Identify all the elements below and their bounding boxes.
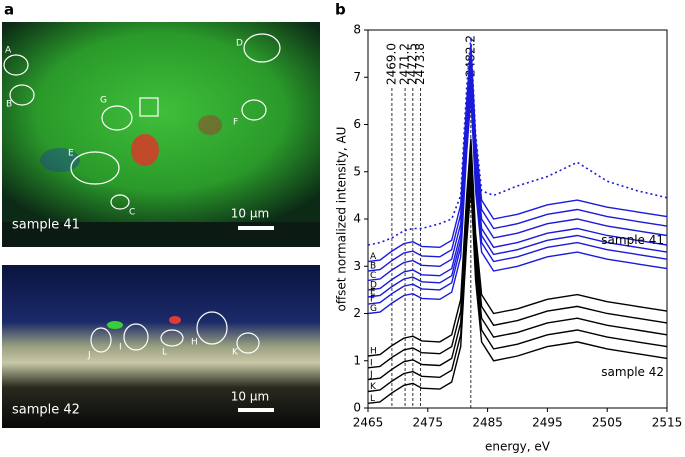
reference-label: 2472.5 [405, 43, 419, 85]
reference-label: 2469.0 [384, 43, 398, 85]
x-tick-label: 2485 [472, 416, 503, 430]
series-line [367, 150, 668, 369]
series-line [367, 174, 668, 393]
legend-label: L [370, 394, 375, 404]
region-label: B [6, 100, 12, 110]
y-axis-label: offset normalized intensity, AU [335, 127, 349, 312]
y-tick-label: 6 [353, 117, 361, 131]
image-caption: sample 41 [12, 218, 80, 233]
region-label: A [5, 46, 12, 56]
reference-label: 2473.8 [413, 43, 427, 85]
region-label: F [233, 118, 238, 128]
y-tick-label: 8 [353, 23, 361, 37]
region-label: G [100, 96, 107, 106]
x-tick-label: 2475 [413, 416, 444, 430]
legend-label: J [369, 370, 373, 380]
x-tick-label: 2515 [652, 416, 683, 430]
scale-bar-label: 10 µm [231, 390, 269, 404]
series-line [367, 162, 668, 381]
legend-label: C [370, 271, 376, 281]
legend-label: I [370, 358, 373, 368]
y-tick-label: 2 [353, 306, 361, 320]
region-label: J [87, 351, 91, 361]
legend-label: H [370, 347, 377, 357]
legend-label: G [370, 304, 377, 314]
annotation: sample 41 [601, 233, 664, 247]
region-label: E [68, 149, 74, 159]
region-label: H [191, 338, 198, 348]
y-tick-label: 4 [353, 212, 361, 226]
y-tick-label: 3 [353, 259, 361, 273]
annotation: sample 42 [601, 365, 664, 379]
x-tick-label: 2495 [532, 416, 563, 430]
legend-label: F [370, 295, 375, 305]
panel-label: a [4, 1, 14, 19]
series-line [367, 138, 668, 357]
y-tick-label: 0 [353, 401, 361, 415]
legend-label: D [370, 280, 377, 290]
legend-label: A [370, 252, 377, 262]
image-caption: sample 42 [12, 403, 80, 418]
scale-bar-label: 10 µm [231, 207, 269, 221]
x-tick-label: 2465 [353, 416, 384, 430]
region-label: I [119, 343, 122, 353]
x-tick-label: 2505 [592, 416, 623, 430]
region-label: L [162, 348, 167, 358]
y-tick-label: 1 [353, 353, 361, 367]
region-label: C [129, 208, 135, 218]
panel-label: b [335, 1, 346, 19]
series-line [367, 185, 668, 404]
region-label: D [236, 39, 243, 49]
legend-label: E [370, 287, 376, 297]
series-line [367, 96, 668, 315]
x-axis-label: energy, eV [485, 440, 551, 454]
series-line [367, 37, 668, 246]
region-label: K [232, 348, 239, 358]
y-tick-label: 5 [353, 164, 361, 178]
legend-label: B [370, 261, 376, 271]
series-line [367, 53, 668, 272]
reference-label: 2471.2 [398, 43, 412, 85]
legend-label: K [370, 382, 377, 392]
y-tick-label: 7 [353, 70, 361, 84]
